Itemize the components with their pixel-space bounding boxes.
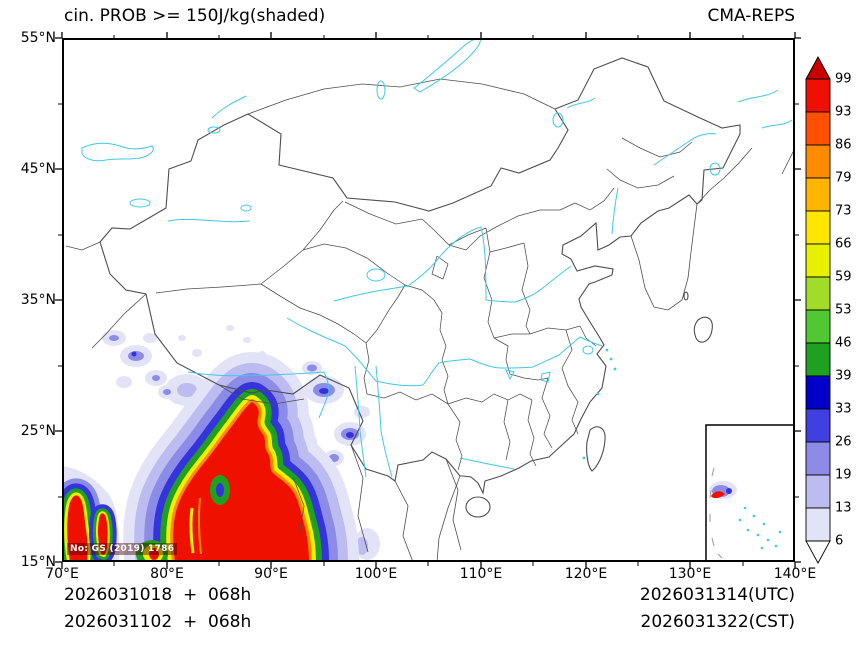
china-border-path <box>99 57 741 495</box>
colorbar-label: 19 <box>835 467 852 483</box>
liao-river <box>611 187 619 235</box>
colorbar-label: 59 <box>835 269 852 285</box>
rivers-lakes <box>81 38 793 478</box>
x-tick-label: 120°E <box>564 566 608 582</box>
inset-islands <box>738 506 782 550</box>
colorbar-label: 6 <box>835 533 844 549</box>
south-china-sea-inset <box>705 424 795 562</box>
shading-inner-details <box>136 475 230 562</box>
model-label: CMA-REPS <box>707 6 795 26</box>
x-tick-label: 130°E <box>668 566 712 582</box>
tarim-river <box>167 218 251 223</box>
khovsgol-lake <box>376 80 386 100</box>
colorbar-label: 99 <box>835 71 852 87</box>
pearl-river <box>459 457 515 470</box>
tsushima-island <box>683 291 689 301</box>
salween-river <box>354 365 367 478</box>
x-tick-label: 100°E <box>354 566 398 582</box>
colorbar-label: 26 <box>835 434 852 450</box>
x-tick-label: 110°E <box>459 566 503 582</box>
shading-main-blob <box>173 402 309 562</box>
init-time-line2: 2026031102 + 068h <box>64 612 252 632</box>
x-tick-label: 70°E <box>45 566 79 582</box>
shaded-probability-field <box>62 325 380 562</box>
y-tick-label: 35°N <box>20 292 56 308</box>
valid-time-cst: 2026031322(CST) <box>640 612 795 632</box>
lake-balkhash <box>81 142 154 162</box>
foreign-borders-path <box>65 78 795 562</box>
zaysan-lake <box>207 126 221 134</box>
colorbar-label: 79 <box>835 170 852 186</box>
khanka-lake <box>709 162 721 176</box>
amur-region-rivers <box>211 89 793 129</box>
brahmaputra-river <box>187 371 330 419</box>
colorbar-label: 53 <box>835 302 852 318</box>
colorbar-label: 93 <box>835 104 852 120</box>
coastal-islets <box>582 348 617 460</box>
x-tick-label: 140°E <box>773 566 817 582</box>
inset-dash-line <box>709 467 723 559</box>
colorbar-label: 73 <box>835 203 852 219</box>
y-tick-label: 25°N <box>20 423 56 439</box>
colorbar-label: 33 <box>835 401 852 417</box>
y-tick-label: 55°N <box>20 30 56 46</box>
issyk-kul-lake <box>129 198 151 208</box>
taiwan-island <box>586 426 606 472</box>
colorbar-label: 39 <box>835 368 852 384</box>
colorbar-label: 46 <box>835 335 852 351</box>
y-tick-label: 45°N <box>20 161 56 177</box>
colorbar-top-arrow <box>805 56 831 80</box>
qinghai-lake <box>366 268 386 282</box>
map-canvas <box>62 38 795 562</box>
bosten-lake <box>240 204 252 212</box>
colorbar-label: 13 <box>835 500 852 516</box>
x-tick-label: 90°E <box>254 566 288 582</box>
province-borders <box>155 137 693 471</box>
minor-ticks <box>58 35 799 566</box>
tai-lake <box>582 345 594 355</box>
colorbar-label: 66 <box>835 236 852 252</box>
yangtze-river <box>286 317 603 387</box>
yellow-river <box>333 226 572 303</box>
poyang-lake <box>540 371 551 383</box>
y-tick-label: 15°N <box>20 554 56 570</box>
mekong-river <box>375 365 393 478</box>
country-borders <box>65 57 795 562</box>
kyushu-island <box>693 316 713 343</box>
colorbar-label: 86 <box>835 137 852 153</box>
plot-title: cin. PROB >= 150J/kg(shaded) <box>64 6 326 26</box>
valid-time-utc: 2026031314(UTC) <box>639 585 795 605</box>
map-license-stamp: No: GS (2019) 1786 <box>67 543 178 555</box>
hainan-island <box>465 496 491 518</box>
init-time-line1: 2026031018 + 068h <box>64 585 252 605</box>
map-frame <box>62 38 795 562</box>
dongting-lake <box>505 369 515 381</box>
lake-baikal <box>413 38 481 93</box>
shading-blue-dots <box>131 351 354 438</box>
colorbar <box>805 56 831 564</box>
colorbar-bottom-arrow <box>805 540 831 564</box>
major-ticks <box>55 32 801 569</box>
axis-ticks <box>55 32 801 569</box>
hulun-lake <box>552 112 564 128</box>
x-tick-label: 80°E <box>150 566 184 582</box>
songhua-river <box>653 133 717 166</box>
